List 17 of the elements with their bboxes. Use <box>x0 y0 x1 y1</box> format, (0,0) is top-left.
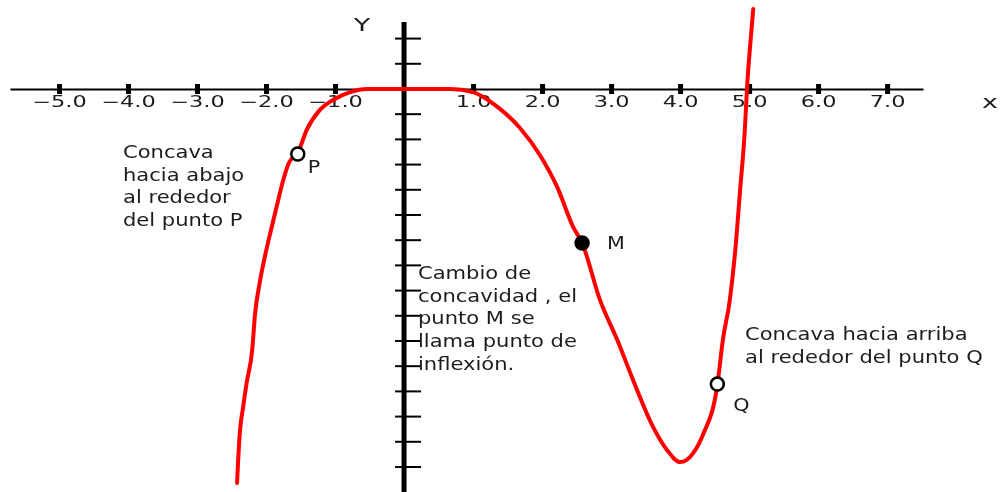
annotation: Q <box>733 394 750 416</box>
annotation: Concava hacia arriba al rededor del punto Q <box>745 323 983 368</box>
x-tick-label: 6.0 <box>800 92 837 111</box>
y-axis-title: Y <box>352 15 371 35</box>
x-tick-label: −3.0 <box>170 92 225 111</box>
annotation: M <box>607 232 625 254</box>
x-tick-label: −5.0 <box>32 92 87 111</box>
x-tick-label: 7.0 <box>869 92 906 111</box>
annotation: Cambio de concavidad , el punto M se llama punto de inflexión. <box>418 262 578 375</box>
x-tick-label: 3.0 <box>593 92 630 111</box>
annotation: P <box>307 156 321 178</box>
x-tick-label: −4.0 <box>101 92 156 111</box>
x-axis-title: x <box>982 91 998 112</box>
annotation: Concava hacia abajo al rededor del punto P <box>123 141 245 231</box>
x-tick-label: 4.0 <box>662 92 699 111</box>
x-tick-label: 2.0 <box>524 92 561 111</box>
x-tick-label: −2.0 <box>239 92 294 111</box>
